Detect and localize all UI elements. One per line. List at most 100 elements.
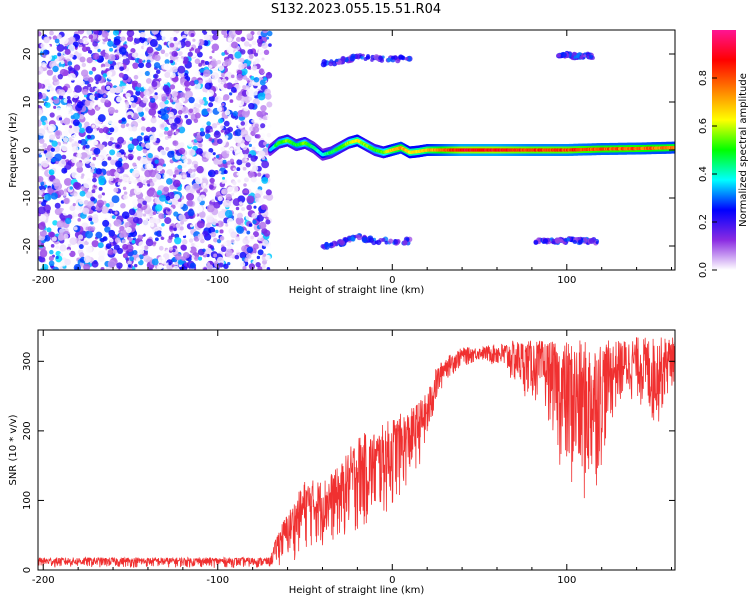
sideband-blob (576, 54, 580, 59)
noise-blob (161, 229, 169, 238)
noise-blob (218, 170, 222, 174)
noise-blob (183, 158, 189, 164)
noise-blob (133, 179, 138, 185)
noise-blob (265, 137, 270, 142)
noise-blob (94, 96, 98, 100)
sideband-blob (375, 239, 382, 246)
noise-blob (92, 41, 98, 47)
noise-blob (128, 155, 134, 161)
sideband-blob (570, 55, 574, 59)
noise-blob (159, 194, 167, 202)
noise-blob (199, 100, 205, 106)
noise-blob (264, 93, 272, 100)
noise-blob (98, 255, 105, 262)
spectrogram-xtick-label: -100 (206, 275, 229, 286)
noise-blob (143, 135, 150, 142)
noise-blob (122, 186, 127, 191)
noise-blob (236, 167, 241, 172)
noise-blob (138, 228, 145, 236)
noise-blob (174, 169, 180, 175)
noise-blob (151, 80, 158, 87)
noise-blob (101, 192, 105, 196)
noise-blob (94, 182, 98, 186)
noise-blob (55, 245, 59, 249)
noise-blob (92, 139, 99, 146)
noise-blob (202, 230, 209, 237)
noise-blob (117, 136, 125, 144)
noise-blob (243, 41, 250, 47)
noise-blob (131, 138, 140, 146)
noise-blob (197, 233, 204, 240)
noise-blob (116, 152, 122, 158)
noise-blob (38, 222, 46, 231)
noise-blob (144, 195, 152, 203)
noise-blob (261, 176, 269, 184)
noise-blob (59, 252, 64, 257)
noise-blob (121, 117, 126, 122)
noise-blob (98, 250, 106, 258)
noise-blob (158, 132, 164, 138)
noise-blob (72, 112, 80, 120)
noise-blob (63, 107, 69, 114)
noise-blob (63, 233, 69, 239)
noise-blob (242, 265, 247, 270)
spectrogram-ytick-label: -10 (22, 190, 33, 206)
noise-blob (69, 53, 74, 58)
noise-blob (217, 196, 223, 202)
noise-blob (240, 222, 244, 226)
noise-blob (267, 124, 272, 128)
noise-blob (170, 122, 178, 130)
noise-blob (85, 144, 90, 149)
noise-blob (200, 178, 209, 186)
noise-blob (118, 230, 122, 234)
noise-blob (258, 48, 263, 53)
noise-blob (91, 165, 96, 170)
noise-blob (226, 82, 234, 90)
noise-blob (184, 40, 191, 47)
noise-blob (194, 256, 199, 261)
noise-blob (43, 36, 50, 44)
noise-blob (166, 130, 173, 137)
noise-blob (239, 57, 245, 63)
noise-blob (248, 263, 256, 270)
noise-blob (261, 160, 270, 169)
noise-blob (263, 229, 271, 237)
noise-blob (181, 155, 185, 160)
noise-blob (135, 185, 139, 190)
noise-blob (234, 254, 240, 260)
noise-blob (95, 106, 100, 111)
noise-blob (177, 44, 182, 49)
noise-blob (74, 193, 78, 197)
noise-blob (97, 114, 106, 123)
noise-blob (89, 134, 95, 140)
noise-blob (145, 142, 152, 149)
noise-blob (263, 127, 267, 131)
noise-blob (220, 146, 226, 152)
noise-blob (38, 176, 44, 183)
noise-blob (142, 97, 149, 104)
noise-blob (61, 167, 68, 174)
noise-blob (85, 30, 92, 36)
noise-blob (78, 140, 82, 144)
noise-blob (250, 155, 258, 162)
noise-blob (73, 126, 81, 134)
noise-blob (128, 237, 133, 242)
noise-blob (230, 74, 235, 79)
noise-blob (51, 236, 57, 242)
noise-blob (252, 231, 259, 238)
noise-blob (120, 123, 126, 129)
noise-blob (168, 262, 172, 266)
noise-blob (45, 137, 49, 141)
noise-blob (248, 102, 255, 110)
noise-blob (172, 140, 179, 147)
noise-blob (169, 37, 174, 41)
noise-blob (193, 132, 198, 137)
noise-blob (134, 32, 141, 39)
noise-blob (38, 163, 41, 167)
noise-blob (77, 30, 85, 35)
noise-blob (77, 234, 84, 240)
noise-blob (48, 260, 55, 267)
noise-blob (94, 87, 98, 92)
noise-blob (161, 96, 167, 102)
chart-title: S132.2023.055.15.51.R04 (270, 2, 442, 17)
